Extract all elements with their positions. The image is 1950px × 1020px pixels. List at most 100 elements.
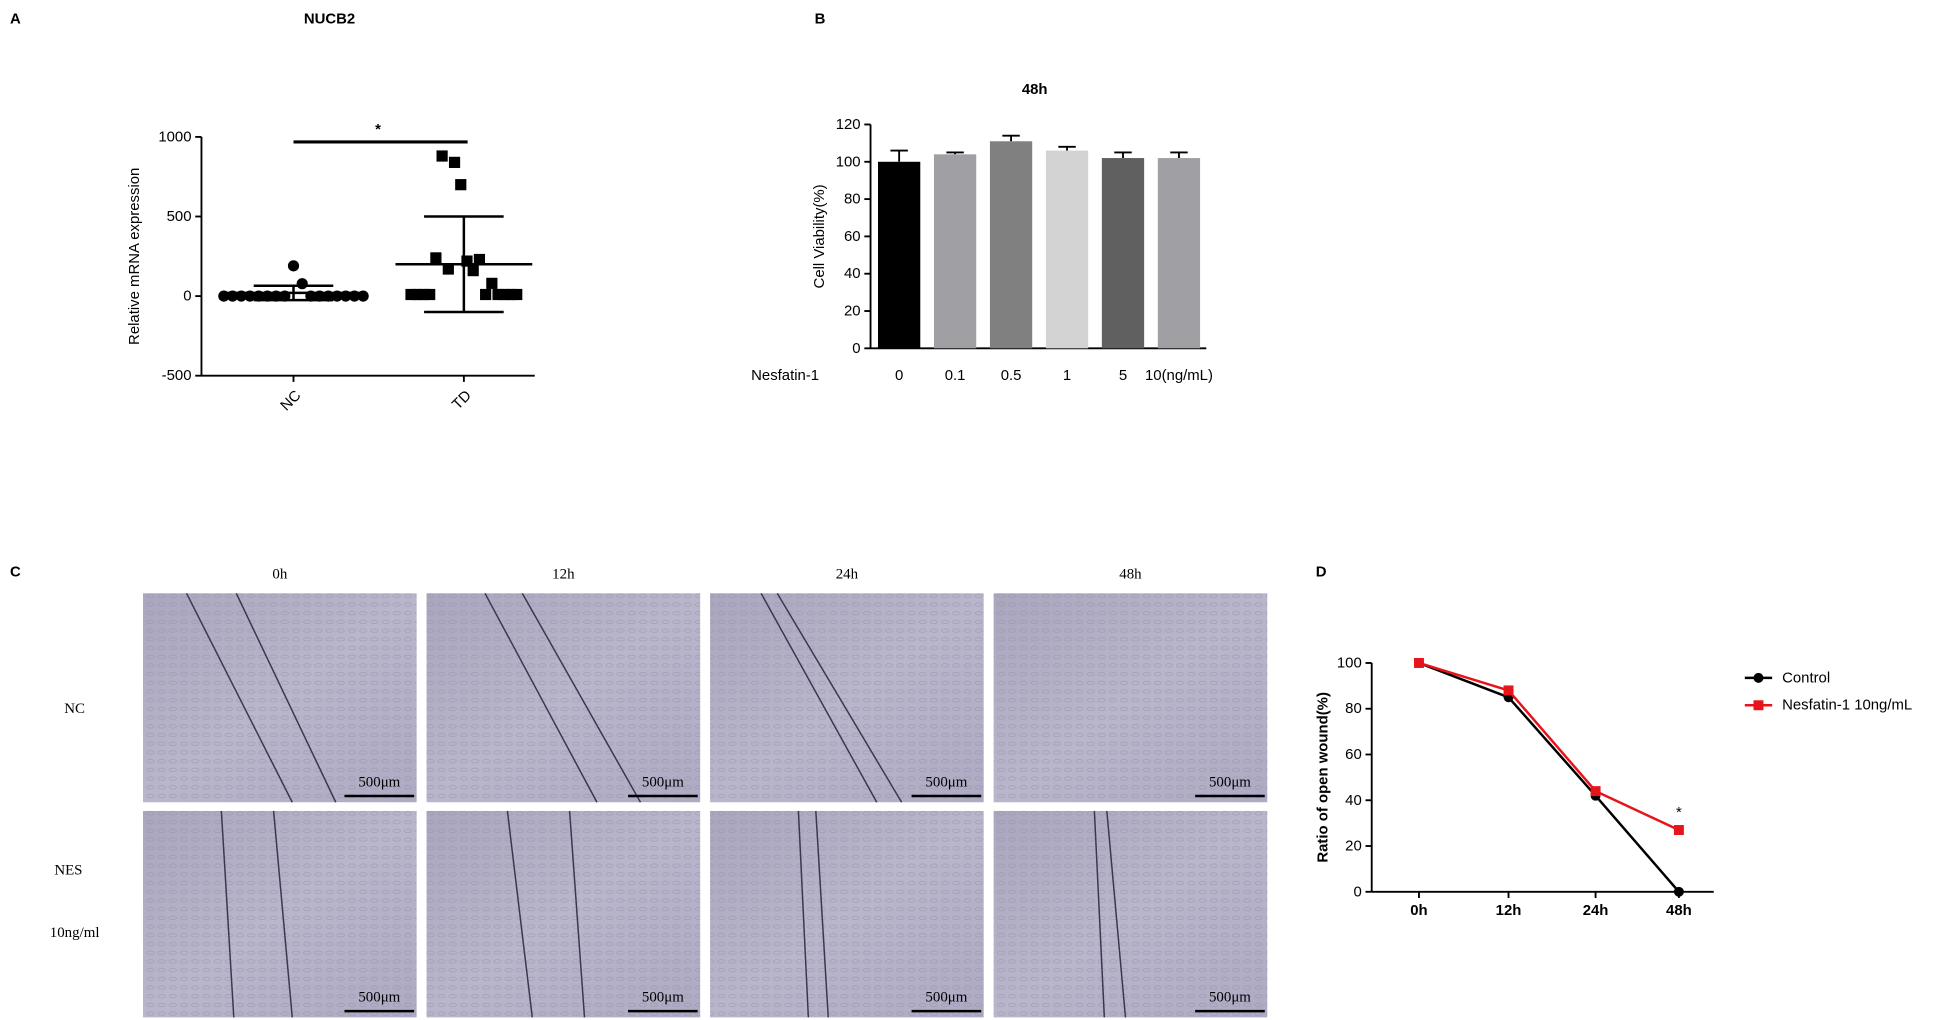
column-header: 48h xyxy=(1119,567,1142,583)
y-axis-label: Relative mRNA expression xyxy=(126,168,143,345)
scratch-edge xyxy=(521,592,642,803)
x-tick-label: 0.5 xyxy=(1001,367,1022,384)
row-label: 10ng/ml xyxy=(50,925,100,941)
row-label: NC xyxy=(64,701,85,717)
data-point xyxy=(417,288,430,301)
bar xyxy=(877,161,921,349)
y-tick-label: 40 xyxy=(844,265,861,282)
data-point xyxy=(448,156,461,168)
data-point xyxy=(504,288,517,301)
panel-label: B xyxy=(815,10,826,27)
scratch-edge xyxy=(1093,810,1106,1018)
scale-bar-label: 500μm xyxy=(925,774,967,790)
y-tick-label: 500 xyxy=(167,208,192,225)
data-point xyxy=(492,288,504,301)
data-point xyxy=(430,252,442,264)
y-tick-label: 80 xyxy=(1345,700,1362,717)
data-point xyxy=(461,255,473,267)
data-point xyxy=(1413,657,1424,668)
micrograph-texture xyxy=(426,810,701,1018)
scale-bar-label: 500μm xyxy=(642,990,684,1006)
panel-label: A xyxy=(10,10,21,27)
data-point xyxy=(1503,685,1514,696)
x-tick-label: 0.1 xyxy=(945,367,966,384)
data-point xyxy=(1673,825,1684,835)
data-point xyxy=(287,260,300,272)
annotation: * xyxy=(1676,804,1682,821)
x-tick-label: 10(ng/mL) xyxy=(1145,367,1213,384)
x-tick-label: 0 xyxy=(895,367,903,384)
scale-bar-label: 500μm xyxy=(1209,774,1251,790)
x-tick-label: 1 xyxy=(1063,367,1071,384)
scale-bar-label: 500μm xyxy=(358,990,400,1006)
scale-bar-label: 500μm xyxy=(358,774,400,790)
y-tick-label: 120 xyxy=(836,116,861,133)
data-point xyxy=(467,265,479,277)
chart-title: NUCB2 xyxy=(304,10,355,27)
scratch-edge xyxy=(815,810,829,1018)
y-tick-label: 80 xyxy=(844,191,861,208)
scratch-edge xyxy=(484,592,598,803)
data-point xyxy=(442,263,454,275)
y-axis-label: Ratio of open wound(%) xyxy=(1315,692,1332,863)
column-header: 24h xyxy=(836,567,859,583)
data-point xyxy=(1590,786,1601,797)
row-label: NES xyxy=(54,863,82,879)
x-tick-label: NC xyxy=(277,387,304,414)
x-tick-label: 24h xyxy=(1583,902,1609,919)
scale-bar-label: 500μm xyxy=(925,990,967,1006)
scratch-edge xyxy=(760,592,878,803)
panel-label: C xyxy=(10,564,21,581)
bar xyxy=(989,141,1033,349)
scratch-edge xyxy=(272,810,293,1018)
data-point xyxy=(411,288,423,301)
micrograph-texture xyxy=(710,593,984,803)
micrograph-texture xyxy=(143,810,417,1018)
x-axis-label: Nesfatin-1 xyxy=(751,367,819,384)
y-tick-label: 0 xyxy=(183,288,191,305)
x-tick-label: 0h xyxy=(1410,902,1427,919)
legend-marker xyxy=(1753,700,1764,711)
scratch-edge xyxy=(506,810,534,1018)
bar xyxy=(1045,150,1089,349)
micrograph-texture xyxy=(143,593,417,803)
data-point xyxy=(455,179,467,191)
data-point xyxy=(473,253,486,266)
significance-label: * xyxy=(375,121,381,138)
y-tick-label: 100 xyxy=(836,153,861,170)
scale-bar-label: 500μm xyxy=(642,774,684,790)
y-tick-label: 0 xyxy=(852,340,860,357)
data-point xyxy=(511,288,523,301)
y-tick-label: 1000 xyxy=(158,128,191,145)
column-header: 12h xyxy=(552,567,575,583)
column-header: 0h xyxy=(272,567,287,583)
data-point xyxy=(486,277,498,289)
data-point xyxy=(405,288,417,301)
chart-title: 48h xyxy=(1022,81,1048,98)
series-line xyxy=(1418,661,1680,893)
y-tick-label: 60 xyxy=(844,228,861,245)
scratch-edge xyxy=(776,592,903,803)
data-point xyxy=(1673,886,1684,897)
x-tick-label: 48h xyxy=(1666,902,1692,919)
micrograph-texture xyxy=(710,810,984,1018)
legend-label: Control xyxy=(1782,669,1830,686)
data-point xyxy=(498,288,510,301)
data-point xyxy=(436,150,448,162)
bar xyxy=(1157,158,1201,349)
y-tick-label: 20 xyxy=(844,303,861,320)
scratch-edge xyxy=(1106,810,1127,1018)
data-point xyxy=(424,288,436,301)
legend-label: Nesfatin-1 10ng/mL xyxy=(1782,697,1912,714)
scratch-edge xyxy=(235,593,337,803)
x-tick-label: 5 xyxy=(1119,367,1127,384)
micrograph-texture xyxy=(993,810,1268,1018)
y-tick-label: 40 xyxy=(1345,792,1362,809)
data-point xyxy=(480,288,492,301)
y-tick-label: 60 xyxy=(1345,746,1362,763)
data-point xyxy=(296,278,308,290)
micrograph-texture xyxy=(993,593,1268,803)
legend-marker xyxy=(1753,672,1764,683)
y-tick-label: 0 xyxy=(1353,883,1361,900)
